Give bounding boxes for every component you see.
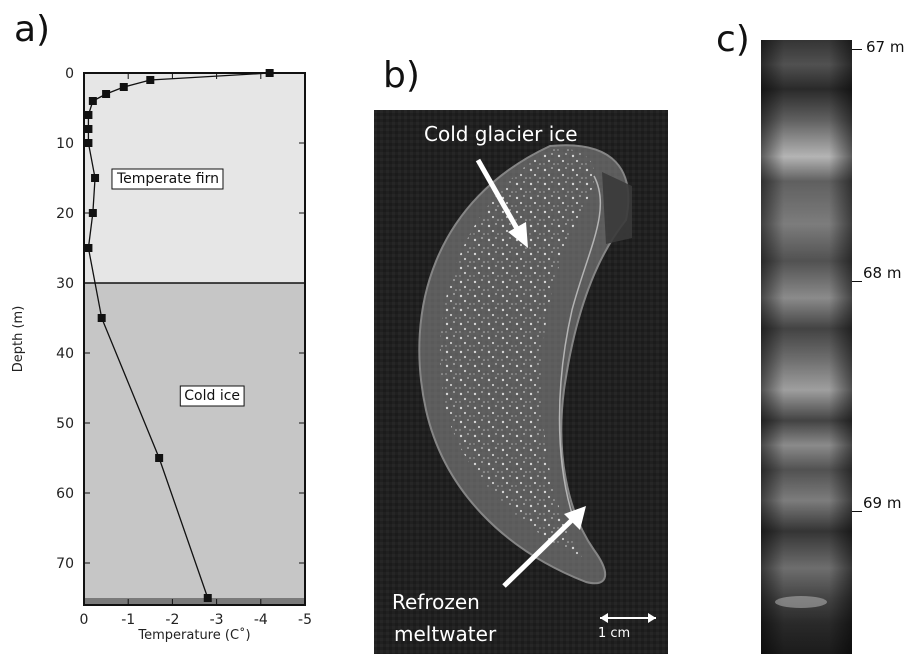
x-tick-label: -5 — [298, 612, 312, 628]
arrowhead-refrozen-icon — [564, 506, 586, 530]
glacier-ice-photo: Cold glacier ice Refrozen meltwater 1 cm — [374, 110, 668, 654]
zones-layer — [84, 73, 305, 605]
scale-bar-left-head-icon — [600, 613, 608, 623]
zone-label-box-1 — [179, 385, 245, 407]
arrow-cold-ice-icon — [475, 158, 523, 236]
x-axis-title: Temperature (C˚) — [137, 627, 250, 643]
y-tick-label: 70 — [56, 556, 74, 572]
labels-layer: Temperature (C˚) Depth (m) Temperate firn C… — [11, 168, 251, 643]
data-point-marker — [84, 139, 93, 147]
data-point-marker — [88, 97, 97, 105]
dark-cut-face — [602, 172, 632, 244]
data-point-marker — [97, 314, 106, 322]
core-shading — [761, 40, 852, 654]
panel-a-letter: a) — [14, 9, 51, 50]
clear-ice-edge — [558, 175, 602, 521]
label-cold-glacier-ice: Cold glacier ice — [424, 122, 578, 146]
series-layer — [84, 69, 274, 602]
y-tick-label: 50 — [56, 416, 74, 432]
x-tick-label: 0 — [80, 612, 89, 628]
plot-frame — [83, 72, 306, 606]
x-tick-label: -4 — [254, 612, 268, 628]
data-point-marker — [91, 174, 100, 182]
panel-c-letter: c) — [716, 19, 750, 60]
zone-label-box-0 — [111, 168, 224, 190]
ice-core-image — [761, 40, 852, 654]
arrowhead-cold-ice-icon — [508, 222, 528, 248]
data-point-marker — [84, 244, 93, 252]
data-point-marker — [88, 209, 97, 217]
label-refrozen-line2: meltwater — [394, 622, 497, 646]
depth-marker-68: 68 m — [863, 264, 902, 282]
data-point-marker — [155, 454, 164, 462]
depth-tick-69 — [852, 511, 862, 512]
panel-b-letter: b) — [383, 55, 420, 96]
depth-marker-69: 69 m — [863, 494, 902, 512]
data-point-marker — [102, 90, 111, 98]
depth-marker-67: 67 m — [866, 38, 905, 56]
y-tick-label: 20 — [56, 206, 74, 222]
data-point-marker — [203, 594, 212, 602]
zone-band-1 — [84, 283, 305, 598]
x-tick-label: -3 — [210, 612, 224, 628]
depth-tick-67 — [852, 49, 862, 50]
arrow-refrozen-icon — [502, 516, 576, 588]
scale-bar-label: 1 cm — [598, 626, 631, 641]
y-tick-label: 30 — [56, 276, 74, 292]
data-point-marker — [84, 111, 93, 119]
data-point-marker — [84, 125, 93, 133]
label-refrozen-line1: Refrozen — [392, 590, 480, 614]
data-point-marker — [146, 76, 155, 84]
zone-label-0: Temperate firn — [116, 171, 219, 187]
axes-layer: 0 -1 -2 -3 -4 -5 0 10 20 30 40 50 60 70 — [56, 66, 312, 628]
bubbly-ice-region — [439, 147, 595, 560]
y-tick-label: 10 — [56, 136, 74, 152]
zone-band-2 — [84, 598, 305, 605]
scale-bar-right-head-icon — [648, 613, 656, 623]
data-point-marker — [119, 83, 128, 91]
y-tick-label: 0 — [65, 66, 74, 82]
y-tick-label: 40 — [56, 346, 74, 362]
depth-tick-68 — [852, 281, 862, 282]
y-axis-title: Depth (m) — [11, 306, 26, 373]
y-tick-label: 60 — [56, 486, 74, 502]
temperature-depth-chart: 0 -1 -2 -3 -4 -5 0 10 20 30 40 50 60 70 Temperature (… — [11, 66, 312, 643]
data-point-marker — [265, 69, 274, 77]
x-tick-label: -2 — [165, 612, 179, 628]
zone-label-1: Cold ice — [184, 388, 240, 404]
x-tick-label: -1 — [121, 612, 135, 628]
core-bubble-band — [775, 596, 827, 608]
